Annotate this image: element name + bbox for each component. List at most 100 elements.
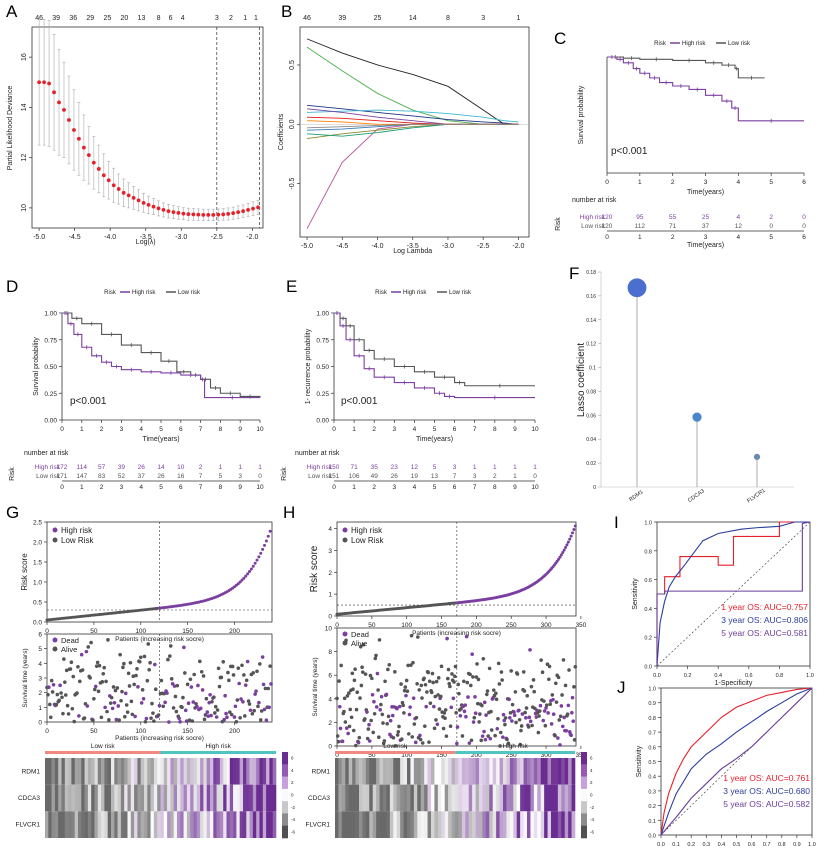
heatmap-cell [568, 811, 572, 838]
x-tick-label: 0.4 [718, 842, 726, 848]
heatmap-cell [71, 784, 75, 812]
survival-point [567, 668, 571, 672]
heatmap-cell [137, 784, 141, 812]
heatmap-cell [540, 758, 545, 785]
survival-point [464, 714, 468, 719]
y-axis-title: Lasso coefficient [576, 343, 587, 418]
x-tick-label: 4 [139, 426, 143, 433]
survival-point [257, 700, 261, 705]
heatmap-cell [71, 758, 75, 785]
survival-point [537, 709, 542, 713]
survival-point [452, 680, 456, 684]
survival-point [348, 707, 353, 712]
risk-score-point [259, 551, 263, 555]
y-axis-title: Sensitivity [632, 578, 639, 610]
x-tick-label: 6 [179, 426, 183, 433]
survival-point [452, 674, 457, 679]
survival-point [343, 720, 348, 724]
survival-point [448, 724, 453, 729]
survival-point [208, 692, 212, 697]
x-tick-label: 9 [238, 426, 242, 433]
heatmap-cell [120, 811, 125, 838]
heatmap-cell [341, 811, 346, 838]
survival-point [463, 703, 468, 707]
risk-x-tick: 1 [80, 484, 84, 491]
heatmap-cell [223, 811, 227, 838]
heatmap-cell [509, 811, 514, 838]
x-tick-label: 0 [332, 426, 336, 433]
survival-point [337, 679, 341, 683]
coef-path-gray [307, 123, 519, 129]
roc-legend-label: 1 year OS: AUC=0.757 [721, 602, 808, 612]
heatmap-cell [355, 758, 360, 785]
heatmap-cell [335, 811, 339, 838]
survival-point [370, 692, 375, 697]
x-tick-label: -2.5 [477, 243, 489, 250]
survival-point [51, 683, 56, 687]
survival-point [178, 720, 182, 724]
heatmap-cell [341, 758, 346, 785]
heatmap-cell [252, 758, 257, 785]
y-tick-label: 0.02 [586, 461, 596, 467]
risk-count: 71 [350, 464, 358, 471]
y-axis-title: Partial Likelihood Deviance [7, 86, 14, 171]
survival-point [256, 704, 260, 709]
legend-label-high: High risk [682, 41, 706, 47]
risk-count: 3 [238, 473, 242, 480]
heatmap-cell [97, 811, 102, 838]
heatmap-cell [362, 758, 367, 785]
heatmap-cell [544, 784, 548, 812]
survival-point [219, 675, 224, 680]
survival-point [63, 693, 68, 697]
heatmap-cell [369, 811, 374, 838]
x-tick-label: 3 [392, 426, 396, 433]
heatmap-cell [183, 758, 188, 785]
x-tick-label: 100 [401, 622, 412, 629]
y-tick-label: 0.04 [586, 437, 596, 443]
survival-point [559, 704, 564, 708]
x-tick-label: 6 [802, 179, 806, 186]
survival-point [124, 703, 129, 707]
survival-point [373, 656, 378, 661]
y-axis-title: Survival probability [578, 85, 585, 144]
panel-label-g: G [6, 503, 19, 522]
heatmap-cell [468, 784, 473, 812]
p-value: p<0.001 [341, 396, 378, 407]
panel-i-roc: 0.0 0.2 0.4 0.6 0.8 1.0 0.0 0.2 0.4 0.6 0.8 1.0 1 ye… [632, 521, 814, 688]
heatmap-cell [84, 811, 89, 838]
heatmap-cell [362, 811, 367, 838]
heatmap-cell [203, 758, 207, 785]
risk-score-point [561, 551, 565, 555]
survival-point [243, 683, 248, 687]
survival-point [451, 696, 456, 701]
heatmap-cell [61, 811, 66, 838]
heatmap-cell [506, 758, 511, 785]
heatmap-cell [84, 758, 89, 785]
heatmap-cell [243, 811, 247, 838]
risk-x-tick: 1 [638, 234, 642, 241]
heatmap-cell [91, 758, 95, 785]
survival-point [185, 682, 190, 687]
x-tick-label: 2 [372, 426, 376, 433]
color-scale-step [282, 752, 288, 765]
survival-point [437, 707, 442, 711]
heatmap-cell [554, 784, 559, 812]
heatmap-cell [441, 811, 446, 838]
survival-point [377, 735, 381, 740]
survival-point [139, 701, 144, 705]
heatmap-cell [458, 758, 463, 785]
heatmap-cell [472, 758, 476, 785]
survival-point [539, 658, 543, 662]
heatmap-cell [94, 811, 99, 838]
x-tick-label: 2 [671, 179, 675, 186]
y-tick-label: 4 [328, 526, 332, 533]
survival-point [565, 712, 570, 716]
legend-label-dead: Dead [351, 630, 369, 639]
heatmap-cell [186, 758, 191, 785]
heatmap-cell [568, 784, 572, 812]
risk-count: 26 [157, 473, 165, 480]
y-tick-label: 0.7 [648, 731, 656, 737]
survival-point [428, 701, 433, 705]
heatmap-cell [78, 758, 82, 785]
color-scale-step [581, 813, 587, 827]
